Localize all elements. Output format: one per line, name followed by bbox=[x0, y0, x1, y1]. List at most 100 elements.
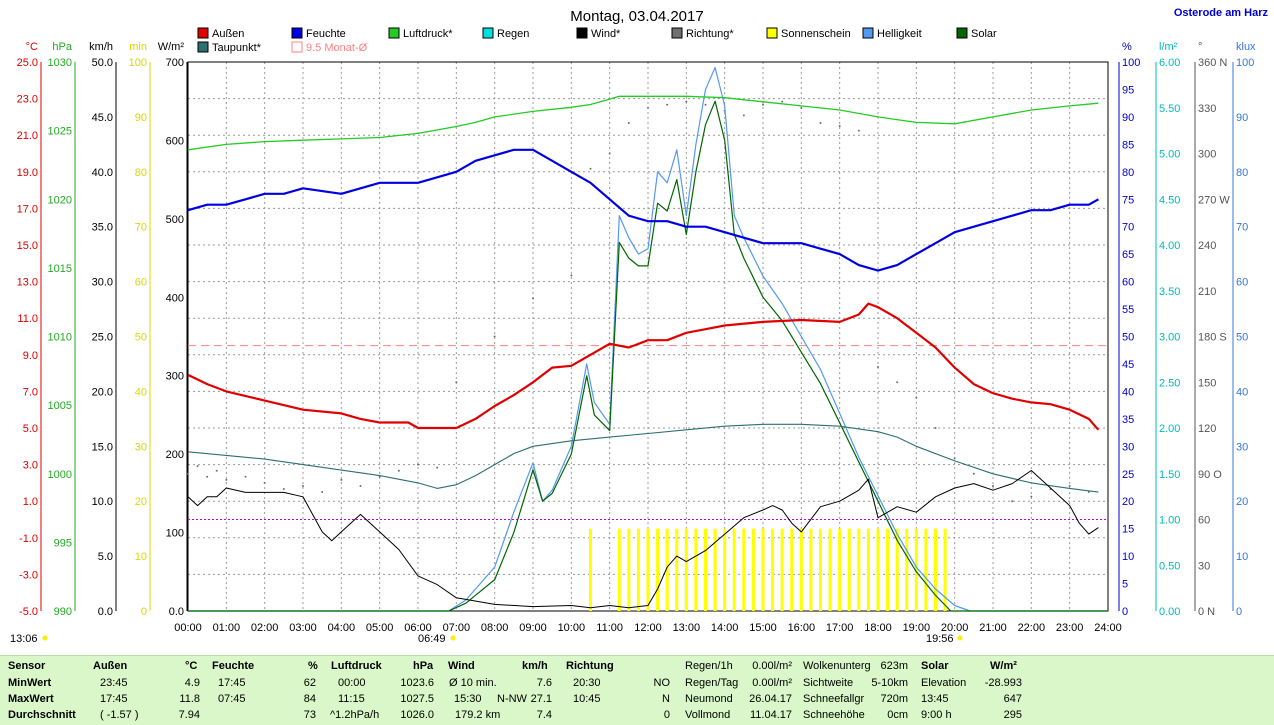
stats-extra2-label-3: Schneehöhe bbox=[803, 709, 865, 721]
stats-extra1-value-1: 0.00l/m² bbox=[752, 677, 792, 689]
series-line-feuchte bbox=[187, 148, 1099, 272]
direction-dot bbox=[589, 167, 592, 170]
series-line-wind bbox=[187, 470, 1099, 609]
axis-tick-humidity: 30 bbox=[1122, 441, 1134, 453]
legend-label: Sonnenschein bbox=[781, 28, 851, 40]
direction-dot bbox=[608, 152, 611, 155]
axis-tick-temp: 21.0 bbox=[17, 130, 38, 142]
stats-max-wind-val: 27.1 bbox=[530, 693, 552, 705]
legend-swatch bbox=[197, 27, 209, 39]
x-tick-label: 14:00 bbox=[711, 622, 739, 634]
direction-dot bbox=[436, 466, 439, 469]
direction-dot bbox=[282, 488, 285, 490]
axis-unit-humidity: % bbox=[1122, 41, 1132, 53]
stats-min-wind-time: Ø 10 min. bbox=[449, 677, 497, 689]
axis-tick-pressure: 1025 bbox=[48, 126, 72, 138]
axis-unit-direction: ° bbox=[1198, 41, 1202, 53]
axis-tick-lux: 90 bbox=[1236, 112, 1248, 124]
sunshine-bar bbox=[732, 528, 736, 611]
direction-dot bbox=[340, 478, 343, 481]
legend-swatch bbox=[956, 27, 968, 39]
sunshine-bar bbox=[617, 528, 621, 611]
sunshine-bar bbox=[694, 528, 698, 611]
legend-swatch bbox=[576, 27, 588, 39]
stats-extra2-value-1: 5-10km bbox=[871, 677, 908, 689]
x-tick-label: 10:00 bbox=[558, 622, 586, 634]
legend-swatch bbox=[291, 41, 303, 53]
stats-avg-feuchte-val: 73 bbox=[303, 709, 316, 721]
axis-tick-lux: 30 bbox=[1236, 441, 1248, 453]
series-line-taupunkt bbox=[187, 423, 1099, 493]
axis-tick-sunmin: 60 bbox=[135, 277, 147, 289]
direction-dot bbox=[704, 103, 707, 106]
sunshine-bar bbox=[656, 528, 660, 611]
axis-tick-solar: 0.0 bbox=[169, 606, 184, 618]
axis-tick-humidity: 60 bbox=[1122, 277, 1134, 289]
axis-tick-rain: 5.00 bbox=[1159, 149, 1180, 161]
x-tick-label: 21:00 bbox=[979, 622, 1007, 634]
axis-tick-humidity: 25 bbox=[1122, 469, 1134, 481]
x-tick-label: 00:00 bbox=[174, 622, 202, 634]
direction-dot bbox=[196, 465, 199, 468]
stats-max-aussen-time: 17:45 bbox=[100, 693, 128, 705]
axis-unit-temp: °C bbox=[26, 41, 38, 53]
axis-unit-rain: l/m² bbox=[1159, 41, 1178, 53]
sunshine-bar bbox=[713, 528, 717, 611]
stats-max-aussen-val: 11.8 bbox=[179, 693, 200, 705]
direction-dot bbox=[225, 478, 228, 481]
axis-tick-temp: 5.0 bbox=[23, 423, 38, 435]
axis-tick-wind: 10.0 bbox=[92, 496, 113, 508]
axis-tick-solar: 100 bbox=[166, 528, 184, 540]
x-tick-label: 02:00 bbox=[251, 622, 279, 634]
axis-unit-pressure: hPa bbox=[52, 41, 72, 53]
axis-tick-humidity: 40 bbox=[1122, 386, 1134, 398]
axis-tick-temp: -5.0 bbox=[19, 606, 38, 618]
direction-dot bbox=[493, 335, 496, 338]
direction-dot bbox=[1087, 491, 1090, 494]
direction-dot bbox=[896, 381, 899, 384]
axis-tick-wind: 25.0 bbox=[92, 332, 113, 344]
x-tick-label: 23:00 bbox=[1056, 622, 1084, 634]
sunshine-bar bbox=[636, 528, 640, 611]
stats-max-label: MaxWert bbox=[8, 693, 54, 705]
stats-extra2-label-1: Sichtweite bbox=[803, 677, 854, 689]
axis-tick-humidity: 20 bbox=[1122, 496, 1134, 508]
stats-max-feuchte-time: 07:45 bbox=[218, 693, 246, 705]
direction-dot bbox=[455, 381, 458, 384]
axis-unit-wind: km/h bbox=[89, 41, 113, 53]
axis-tick-sunmin: 90 bbox=[135, 112, 147, 124]
direction-dot bbox=[934, 427, 937, 429]
stats-header-richtung: Richtung bbox=[566, 660, 614, 672]
direction-dot bbox=[321, 491, 324, 494]
direction-dot bbox=[215, 469, 218, 472]
sunshine-bar bbox=[819, 528, 822, 611]
sunshine-bar bbox=[838, 528, 842, 611]
axis-tick-humidity: 15 bbox=[1122, 524, 1134, 536]
sunshine-bar bbox=[684, 528, 688, 611]
axis-tick-pressure: 1015 bbox=[48, 263, 72, 275]
stats-header-feuchte: Feuchte bbox=[212, 660, 255, 672]
stats-extra1-label-0: Regen/1h bbox=[685, 660, 733, 672]
x-tick-label: 08:00 bbox=[481, 622, 509, 634]
direction-dot bbox=[627, 122, 630, 124]
stats-extra1-label-2: Neumond bbox=[685, 693, 733, 705]
legend-label: Luftdruck* bbox=[403, 28, 453, 40]
axis-tick-temp: 19.0 bbox=[17, 167, 38, 179]
axis-tick-rain: 2.00 bbox=[1159, 423, 1180, 435]
sunshine-bar bbox=[866, 528, 870, 611]
stats-min-richt-val: NO bbox=[653, 677, 671, 689]
stats-extra1-value-3: 11.04.17 bbox=[749, 709, 792, 721]
sun-icon-sunrise bbox=[450, 635, 456, 641]
legend-swatch bbox=[766, 27, 778, 39]
legend-label: 9.5 Monat-Ø bbox=[306, 42, 368, 54]
stats-header-sensor: Sensor bbox=[8, 660, 46, 672]
axis-unit-lux: klux bbox=[1236, 41, 1256, 53]
stats-header-aussen: Außen bbox=[93, 660, 128, 672]
axis-tick-wind: 30.0 bbox=[92, 277, 113, 289]
sunshine-bar bbox=[627, 528, 631, 611]
axis-tick-direction: 270 W bbox=[1198, 194, 1230, 206]
x-tick-label: 19:00 bbox=[903, 622, 931, 634]
legend-label: Helligkeit bbox=[877, 28, 922, 40]
stats-avg-label: Durchschnitt bbox=[8, 709, 76, 721]
axis-tick-sunmin: 30 bbox=[135, 441, 147, 453]
